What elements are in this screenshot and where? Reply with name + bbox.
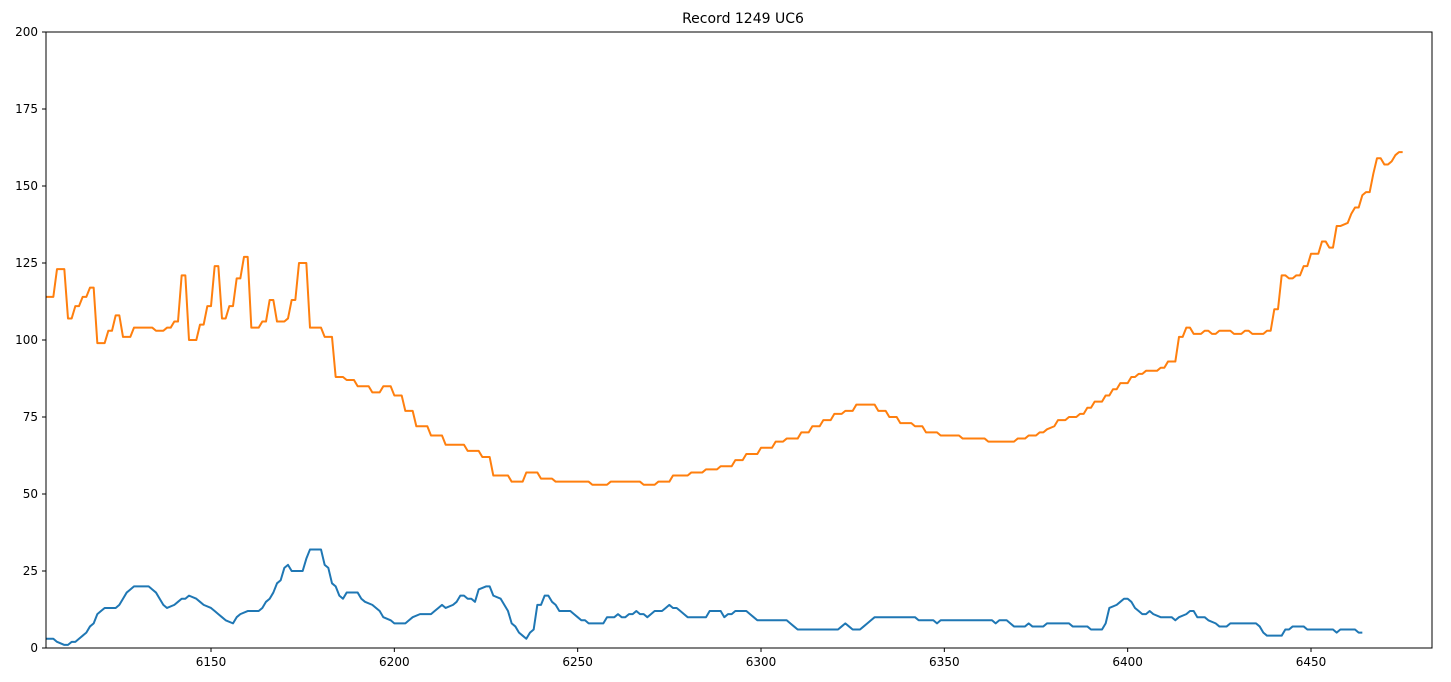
y-tick-label: 200 <box>15 25 38 39</box>
y-tick-label: 175 <box>15 102 38 116</box>
x-tick-label: 6200 <box>379 655 410 669</box>
y-tick-label: 0 <box>30 641 38 655</box>
plot-frame <box>45 31 1433 649</box>
series-line-1 <box>46 548 1363 646</box>
y-tick-label: 25 <box>23 564 38 578</box>
x-tick-label: 6350 <box>929 655 960 669</box>
y-axis: 0 25 50 75 100 125 150 175 200 <box>15 25 46 655</box>
x-tick-label: 6250 <box>562 655 593 669</box>
x-tick-label: 6150 <box>196 655 227 669</box>
y-tick-label: 100 <box>15 333 38 347</box>
y-tick-label: 150 <box>15 179 38 193</box>
x-tick-label: 6300 <box>746 655 777 669</box>
x-tick-label: 6400 <box>1112 655 1143 669</box>
y-tick-label: 50 <box>23 487 38 501</box>
y-tick-label: 75 <box>23 410 38 424</box>
x-axis: 6150 6200 6250 6300 6350 6400 6450 <box>196 648 1327 669</box>
series-lines <box>46 151 1403 646</box>
series-line-2 <box>46 151 1403 486</box>
y-tick-label: 125 <box>15 256 38 270</box>
chart-title: Record 1249 UC6 <box>682 11 804 27</box>
x-tick-label: 6450 <box>1296 655 1327 669</box>
